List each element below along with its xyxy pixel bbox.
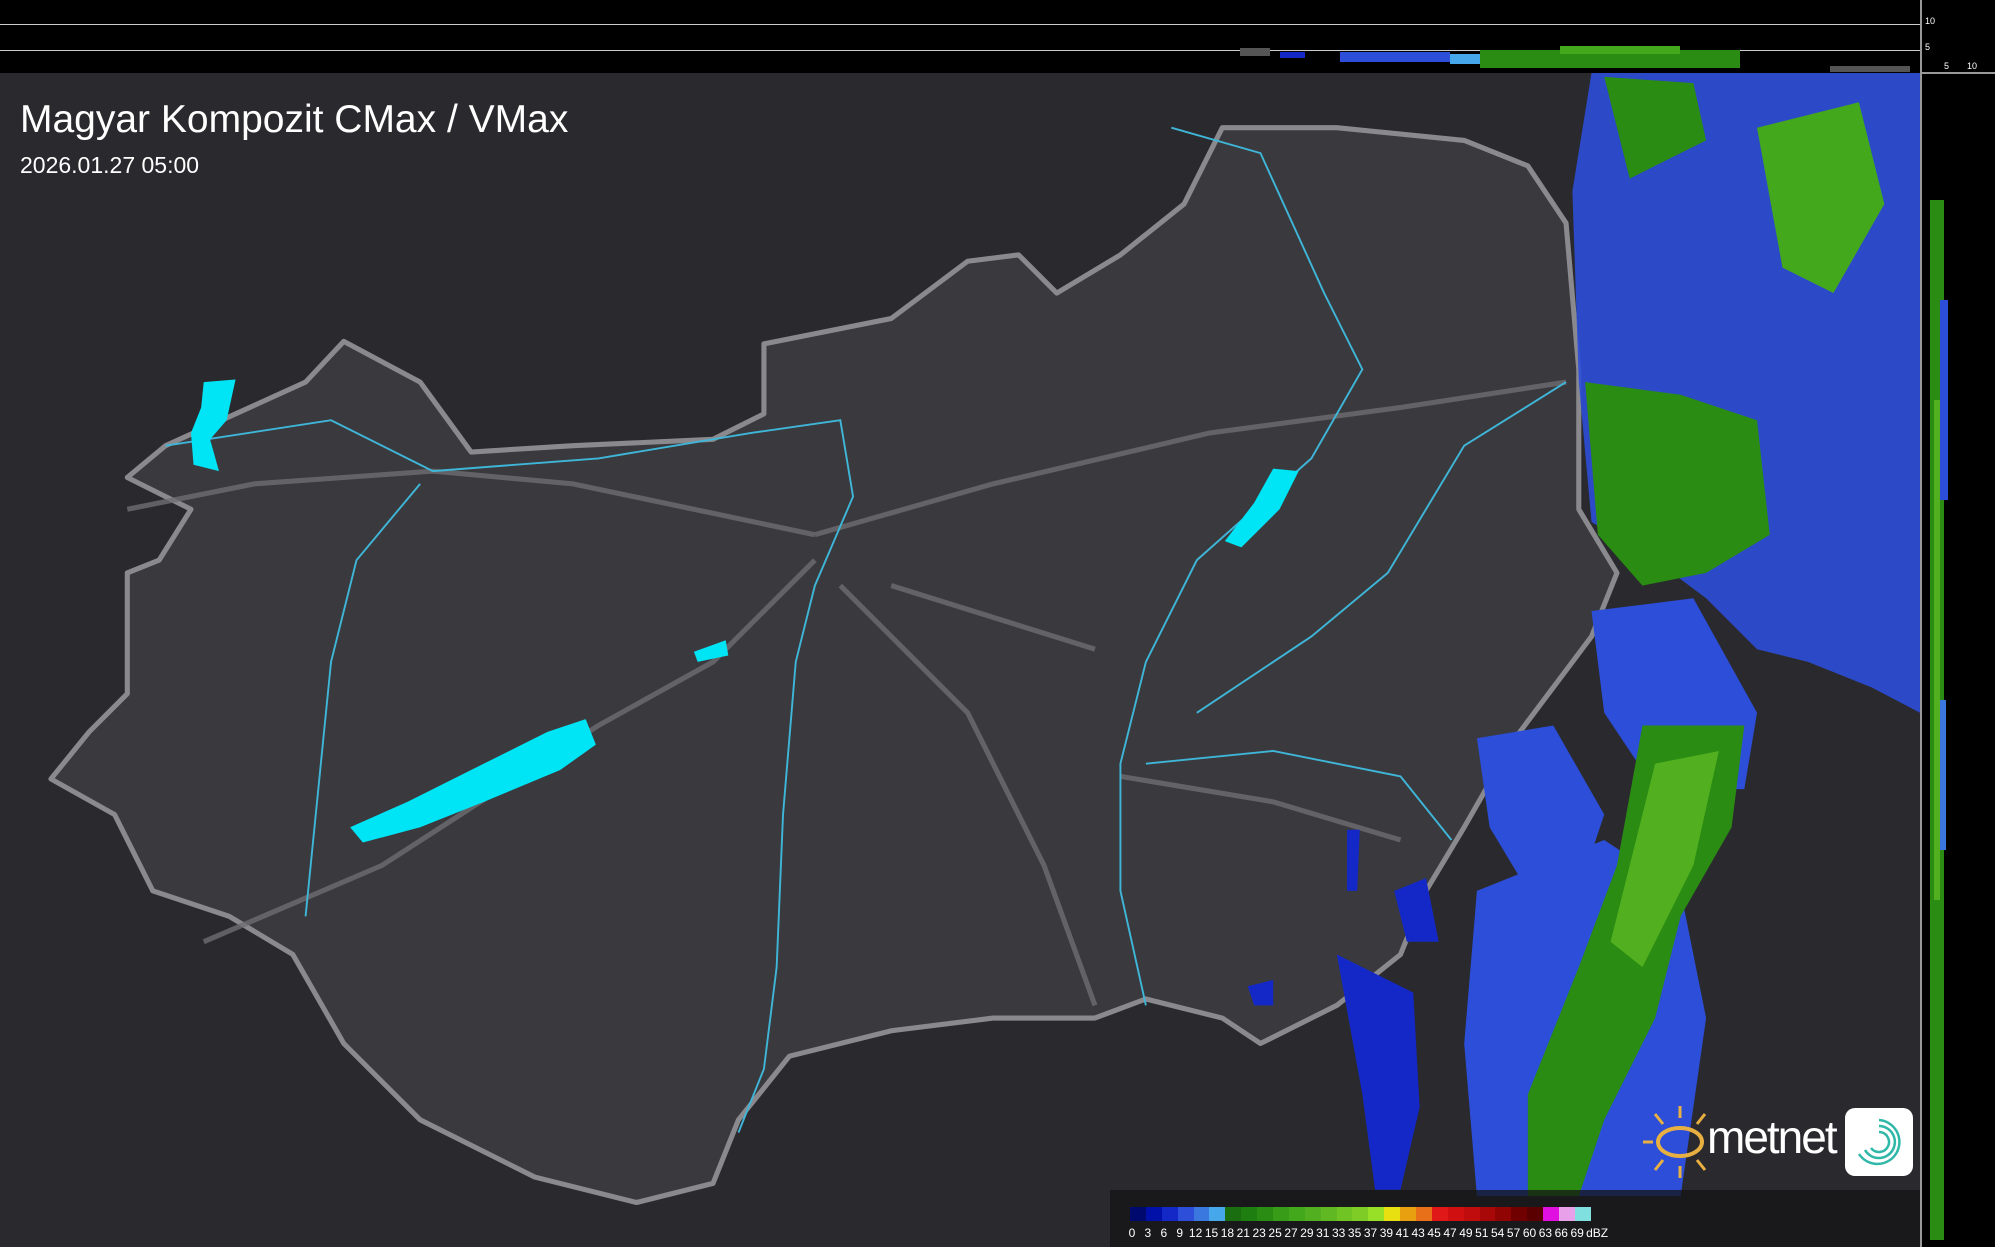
radar-map[interactable] bbox=[0, 73, 1920, 1247]
legend-label: 57 bbox=[1506, 1226, 1521, 1240]
legend-label: 33 bbox=[1332, 1226, 1346, 1240]
profile-divider bbox=[1920, 72, 1995, 74]
legend-swatch bbox=[1177, 1207, 1194, 1221]
profile-gridline bbox=[0, 24, 1920, 25]
legend-label: 35 bbox=[1347, 1226, 1362, 1240]
profile-tick: 5 bbox=[1944, 61, 1950, 71]
legend-label: 12 bbox=[1188, 1226, 1203, 1240]
legend-label: 39 bbox=[1379, 1226, 1394, 1240]
legend-label: 54 bbox=[1491, 1226, 1505, 1240]
radar-echoes bbox=[1247, 73, 1920, 1197]
legend-label: 29 bbox=[1300, 1226, 1314, 1240]
legend-swatch bbox=[1304, 1207, 1321, 1221]
color-scale-legend: 0 3 6 9 12 15 18 21 23 25 27 29 31 33 35 37 39 41 43 45 47 49… bbox=[1110, 1190, 1920, 1247]
legend-label: 43 bbox=[1411, 1226, 1425, 1240]
legend-label: 37 bbox=[1363, 1226, 1378, 1240]
legend-label: 21 bbox=[1236, 1226, 1250, 1240]
legend-swatch bbox=[1543, 1207, 1560, 1221]
legend-label: 23 bbox=[1252, 1226, 1266, 1240]
legend-swatch bbox=[1209, 1207, 1226, 1221]
legend-label: 15 bbox=[1204, 1226, 1219, 1240]
sun-icon bbox=[1643, 1106, 1707, 1178]
top-profile-strip bbox=[0, 0, 1920, 73]
legend-label: 49 bbox=[1459, 1226, 1473, 1240]
lake-tisza bbox=[1224, 468, 1299, 548]
legend-swatch bbox=[1384, 1207, 1401, 1221]
map-title: Magyar Kompozit CMax / VMax bbox=[20, 98, 569, 141]
legend-label: 9 bbox=[1176, 1226, 1184, 1240]
legend-label: 31 bbox=[1316, 1226, 1330, 1240]
top-profile-echoes bbox=[1240, 46, 1910, 72]
legend-label: 45 bbox=[1427, 1226, 1441, 1240]
legend-swatch bbox=[1193, 1207, 1210, 1221]
legend-label: 0 bbox=[1128, 1226, 1136, 1240]
legend-bar bbox=[1130, 1207, 1591, 1221]
lake-balaton bbox=[350, 719, 596, 843]
profile-divider bbox=[1920, 0, 1922, 1247]
lake-neusiedl bbox=[190, 379, 236, 472]
legend-swatch bbox=[1257, 1207, 1274, 1221]
side-profile-echoes bbox=[1930, 200, 1948, 1240]
legend-label: 25 bbox=[1268, 1226, 1282, 1240]
legend-swatch bbox=[1273, 1207, 1289, 1221]
legend-swatch bbox=[1352, 1207, 1369, 1221]
legend-swatch bbox=[1574, 1207, 1591, 1221]
legend-label: 63 bbox=[1538, 1226, 1553, 1240]
profile-tick: 10 bbox=[1967, 61, 1978, 71]
legend-swatch bbox=[1130, 1207, 1146, 1221]
swirl-icon bbox=[1845, 1108, 1913, 1176]
legend-swatch bbox=[1463, 1207, 1480, 1221]
legend-label: 47 bbox=[1443, 1226, 1457, 1240]
legend-swatch bbox=[1527, 1207, 1544, 1221]
logo-text: metnet bbox=[1707, 1111, 1838, 1163]
legend-label: 66 bbox=[1554, 1226, 1568, 1240]
legend-label: 3 bbox=[1144, 1226, 1152, 1240]
profile-gridline bbox=[0, 50, 1920, 51]
legend-swatch bbox=[1145, 1207, 1162, 1221]
legend-label: 41 bbox=[1395, 1226, 1409, 1240]
legend-label: 27 bbox=[1284, 1226, 1298, 1240]
legend-swatch bbox=[1447, 1207, 1464, 1221]
legend-swatch bbox=[1511, 1207, 1528, 1221]
legend-swatch bbox=[1368, 1207, 1385, 1221]
legend-label: 60 bbox=[1522, 1226, 1537, 1240]
legend-swatch bbox=[1431, 1207, 1448, 1221]
legend-swatch bbox=[1559, 1207, 1575, 1221]
legend-swatch bbox=[1241, 1207, 1258, 1221]
legend-swatch bbox=[1400, 1207, 1417, 1221]
legend-label: 6 bbox=[1160, 1226, 1168, 1240]
legend-swatch bbox=[1495, 1207, 1512, 1221]
hungary-outline bbox=[48, 125, 1620, 1206]
metnet-logo: metnet bbox=[1635, 1100, 1915, 1185]
lakes bbox=[190, 379, 1299, 843]
profile-tick: 5 bbox=[1925, 42, 1931, 52]
legend-unit: dBZ bbox=[1586, 1226, 1609, 1240]
legend-swatch bbox=[1161, 1207, 1178, 1221]
legend-swatch bbox=[1320, 1207, 1337, 1221]
legend-swatch bbox=[1416, 1207, 1432, 1221]
legend-swatch bbox=[1225, 1207, 1242, 1221]
profile-tick: 10 bbox=[1925, 16, 1936, 26]
legend-swatch bbox=[1336, 1207, 1353, 1221]
side-profile-strip: 10 5 5 10 bbox=[1920, 0, 1995, 1247]
legend-swatch bbox=[1479, 1207, 1496, 1221]
map-timestamp: 2026.01.27 05:00 bbox=[20, 152, 200, 178]
legend-label: 18 bbox=[1220, 1226, 1235, 1240]
legend-swatch bbox=[1288, 1207, 1305, 1221]
legend-label: 51 bbox=[1475, 1226, 1489, 1240]
lake-velence bbox=[693, 640, 729, 662]
legend-label: 69 bbox=[1570, 1226, 1584, 1240]
